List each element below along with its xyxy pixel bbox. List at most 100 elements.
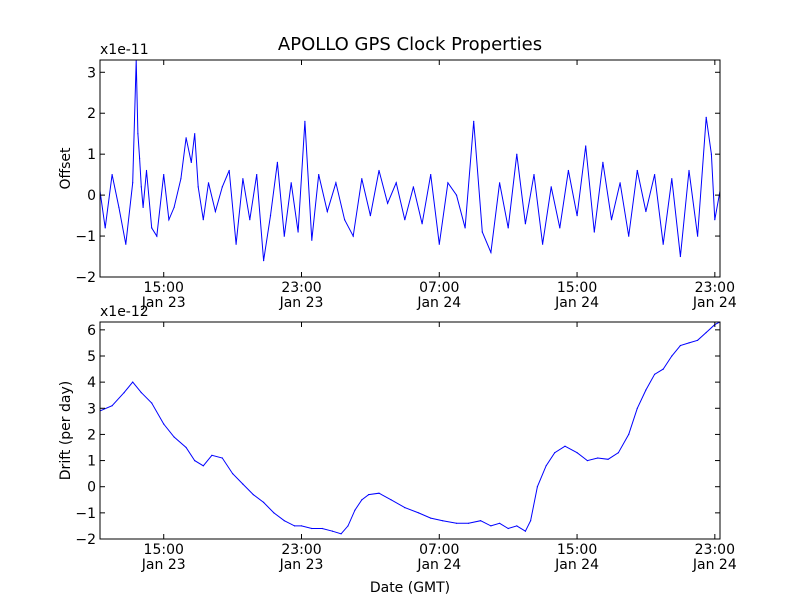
y-tick-label: 0: [87, 188, 96, 204]
data-point: [705, 116, 707, 118]
x-tick-label-time: 23:00: [281, 280, 321, 296]
x-tick-label-time: 15:00: [144, 280, 184, 296]
data-point: [507, 227, 509, 229]
data-point: [139, 157, 141, 159]
data-point: [490, 525, 492, 527]
y-tick-label: 2: [87, 427, 96, 443]
data-point: [688, 342, 690, 344]
x-tick-label-date: Jan 24: [416, 557, 461, 573]
data-point: [173, 436, 175, 438]
x-tick-label-date: Jan 24: [692, 295, 737, 311]
data-point: [290, 182, 292, 184]
data-point: [468, 522, 470, 524]
data-point: [221, 186, 223, 188]
data-point: [593, 231, 595, 233]
data-point: [628, 433, 630, 435]
data-point: [123, 392, 125, 394]
data-point: [214, 210, 216, 213]
data-point: [645, 210, 647, 213]
x-axis-label: Date (GMT): [370, 580, 450, 596]
y-tick-label: −2: [75, 270, 96, 286]
data-point: [326, 210, 328, 213]
data-point: [190, 161, 192, 163]
data-point: [300, 525, 303, 527]
data-point: [228, 169, 230, 172]
data-point: [321, 527, 323, 530]
data-point: [404, 219, 406, 221]
data-point: [168, 219, 170, 221]
y-tick-label: −1: [75, 506, 96, 522]
data-point: [390, 499, 392, 501]
y-tick-label: 0: [87, 480, 96, 496]
data-point: [145, 169, 148, 172]
data-point: [714, 219, 716, 221]
data-point: [480, 520, 482, 522]
data-point: [232, 473, 234, 475]
data-point: [524, 223, 527, 225]
x-tick-label-date: Jan 24: [554, 557, 599, 573]
data-point: [576, 215, 578, 217]
data-point: [368, 494, 370, 496]
data-point: [263, 501, 265, 503]
data-point: [619, 182, 621, 184]
data-point: [283, 520, 285, 522]
y-tick-label: −2: [75, 532, 96, 548]
data-point: [269, 215, 272, 217]
data-point: [111, 174, 113, 176]
data-point: [273, 512, 275, 514]
chart-title: APOLLO GPS Clock Properties: [278, 34, 542, 55]
x-tick-label-date: Jan 24: [416, 295, 461, 311]
x-tick-label-time: 23:00: [695, 280, 735, 296]
data-point: [104, 227, 106, 229]
data-point: [297, 231, 299, 233]
x-tick-label-time: 07:00: [419, 542, 459, 558]
data-point: [430, 517, 432, 519]
data-point: [412, 186, 414, 188]
data-point: [344, 219, 346, 221]
y-tick-label: 2: [87, 106, 96, 122]
data-point: [156, 235, 158, 237]
data-point: [671, 178, 673, 180]
data-point: [636, 169, 638, 172]
data-point: [442, 520, 444, 522]
data-point: [194, 460, 196, 462]
data-point: [636, 407, 638, 409]
data-point: [542, 243, 544, 245]
data-point: [207, 182, 210, 184]
y-tick-label: 4: [87, 375, 96, 391]
data-point: [430, 174, 432, 176]
data-point: [499, 182, 501, 184]
data-point: [242, 483, 244, 485]
y-tick-label: 1: [87, 147, 96, 163]
data-point: [645, 389, 647, 391]
data-point: [679, 255, 682, 258]
data-point: [263, 260, 265, 262]
data-point: [142, 206, 144, 208]
data-point: [118, 206, 120, 208]
data-point: [438, 243, 440, 245]
data-point: [705, 331, 707, 334]
x-tick-label-time: 07:00: [419, 280, 459, 296]
x-tick-label-date: Jan 23: [141, 295, 186, 311]
data-point: [283, 235, 285, 237]
data-point: [586, 460, 589, 462]
x-tick-label-date: Jan 24: [692, 557, 737, 573]
data-point: [530, 520, 532, 522]
data-point: [533, 174, 535, 176]
data-point: [194, 133, 196, 135]
data-point: [455, 522, 458, 524]
data-point: [242, 178, 244, 180]
data-point: [173, 206, 175, 208]
data-point: [662, 243, 664, 245]
data-point: [697, 235, 699, 237]
data-point: [311, 239, 313, 241]
data-point: [654, 373, 656, 375]
x-tick-label-time: 15:00: [144, 542, 184, 558]
data-point: [654, 174, 656, 176]
data-point: [378, 169, 380, 172]
data-point: [697, 339, 699, 341]
data-point: [163, 423, 165, 425]
data-point: [354, 509, 356, 511]
